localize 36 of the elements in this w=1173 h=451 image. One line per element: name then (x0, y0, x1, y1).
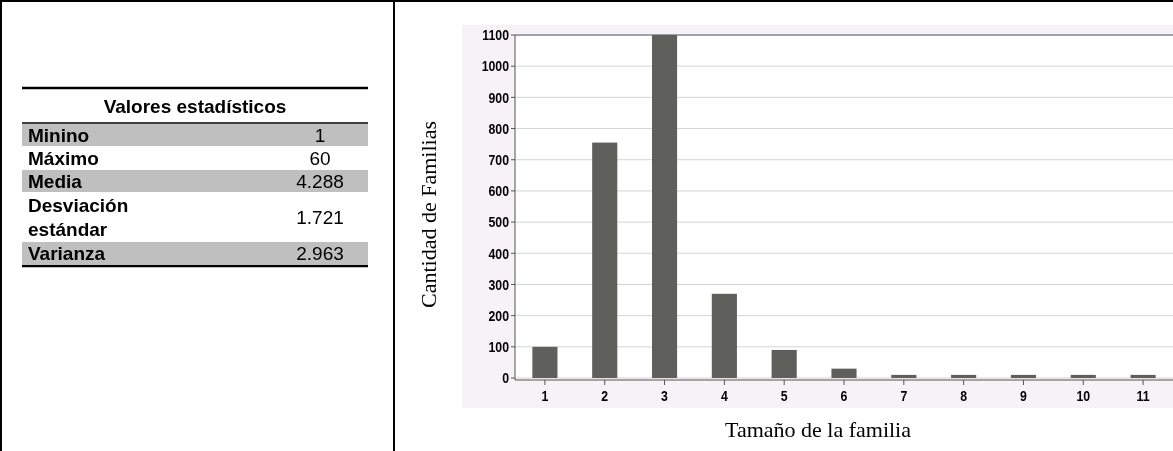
text: 60 (309, 148, 331, 169)
x-tick-label: 10 (1076, 387, 1091, 405)
text: Valores estadísticos (103, 96, 287, 117)
text: 4.288 (296, 171, 344, 192)
x-tick-label: 8 (960, 387, 968, 405)
x-tick-label: 11 (1136, 387, 1150, 405)
x-tick-label: 3 (661, 387, 669, 405)
x-tick-label: 4 (720, 387, 729, 405)
y-tick-label: 400 (488, 245, 510, 262)
y-tick-label: 0 (502, 370, 510, 387)
x-tick-label: 2 (601, 387, 609, 405)
x-tick-label: 1 (541, 387, 549, 405)
y-tick-label: 700 (488, 151, 510, 169)
text: Máximo (28, 148, 99, 169)
text: Minino (28, 125, 90, 146)
x-tick-label: 9 (1020, 387, 1028, 405)
x-axis-title: Tamaño de la familia (725, 417, 912, 442)
y-tick-label: 100 (488, 338, 510, 356)
text: Desviación estándar (28, 195, 129, 240)
x-tick-label: 5 (780, 387, 788, 405)
y-tick-label: 1000 (481, 58, 510, 75)
y-tick-label: 300 (488, 276, 510, 293)
y-tick-label: 900 (488, 89, 510, 106)
x-tick-label: 7 (900, 387, 908, 405)
x-tick-label: 6 (840, 387, 848, 405)
y-axis-title: Cantidad de Familias (416, 121, 441, 308)
text: Media (28, 171, 83, 192)
y-tick-label: 600 (488, 183, 510, 200)
y-tick-label: 800 (488, 120, 510, 138)
y-tick-label: 500 (488, 214, 510, 231)
text: 1 (314, 125, 326, 146)
text: Varianza (28, 243, 106, 264)
text: 2.963 (296, 243, 344, 264)
y-tick-label: 1100 (482, 27, 510, 44)
text: 1.721 (296, 207, 344, 228)
y-tick-label: 200 (488, 307, 510, 325)
